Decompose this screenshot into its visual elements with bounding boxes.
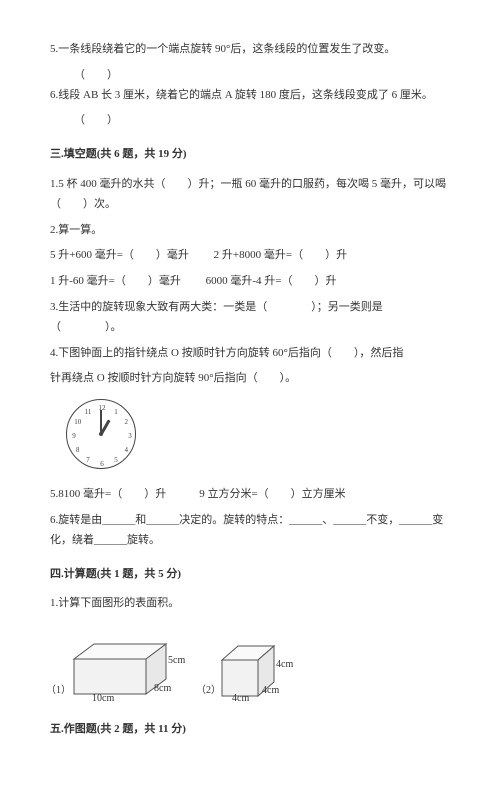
eq1a: 5 升+600 毫升=（ ）毫升 [50,249,189,261]
s3-q2: 2.算一算。 [50,221,450,241]
s3-q4b: 针再绕点 O 按顺时针方向旋转 90°后指向（ ）。 [50,369,450,389]
clock-num-5: 5 [111,454,121,467]
cube-num: （2） [196,682,221,700]
clock-num-12: 12 [97,402,107,415]
cuboid-l: 10cm [92,690,114,708]
section5-title: 五.作图题(共 2 题，共 11 分) [50,720,450,740]
eq1b: 2 升+8000 毫升=（ ）升 [214,249,347,261]
clock-num-9: 9 [69,430,79,443]
clock-num-8: 8 [73,444,83,457]
q5-text: 5.一条线段绕着它的一个端点旋转 90°后，这条线段的位置发生了改变。 [50,40,450,60]
solids-figures: （1） 10cm 8cm 5cm （2） 4cm 4cm 4cm [64,624,450,704]
cuboid-h: 5cm [168,652,185,670]
eq2a: 1 升-60 毫升=（ ）毫升 [50,275,181,287]
cuboid-figure: （1） 10cm 8cm 5cm [64,624,194,704]
cube-a1: 4cm [232,690,249,708]
s3-q5: 5.8100 毫升=（ ）升 9 立方分米=（ ）立方厘米 [50,485,450,505]
section3-title: 三.填空题(共 6 题，共 19 分) [50,145,450,165]
s3-q1: 1.5 杯 400 毫升的水共（ ）升；一瓶 60 毫升的口服药，每次喝 5 毫… [50,175,450,215]
s3-eq-row1: 5 升+600 毫升=（ ）毫升 2 升+8000 毫升=（ ）升 [50,246,450,266]
cuboid-w: 8cm [154,680,171,698]
section4-title: 四.计算题(共 1 题，共 5 分) [50,565,450,585]
clock-num-4: 4 [121,444,131,457]
q6-paren: （ ） [50,111,450,131]
q6-text: 6.线段 AB 长 3 厘米，绕着它的端点 A 旋转 180 度后，这条线段变成… [50,86,450,106]
s3-q3: 3.生活中的旋转现象大致有两大类：一类是（ ）；另一类则是（ ）。 [50,298,450,338]
s4-q1: 1.计算下面图形的表面积。 [50,594,450,614]
clock-num-2: 2 [121,416,131,429]
clock-num-7: 7 [83,454,93,467]
s3-eq-row2: 1 升-60 毫升=（ ）毫升 6000 毫升-4 升=（ ）升 [50,272,450,292]
cuboid-num: （1） [46,682,71,700]
clock-num-1: 1 [111,406,121,419]
clock-center [99,432,103,436]
q5-paren: （ ） [50,66,450,86]
s3-q4a: 4.下图钟面上的指针绕点 O 按顺时针方向旋转 60°后指向（ ），然后指 [50,344,450,364]
clock-figure: 121234567891011 [66,399,136,469]
clock-num-3: 3 [125,430,135,443]
cube-a3: 4cm [276,656,293,674]
s3-q6: 6.旋转是由______和______决定的。旋转的特点：______、____… [50,511,450,551]
clock-num-11: 11 [83,406,93,419]
clock-face: 121234567891011 [66,399,136,469]
cube-figure: （2） 4cm 4cm 4cm [214,634,294,704]
eq2b: 6000 毫升-4 升=（ ）升 [206,275,337,287]
clock-num-6: 6 [97,458,107,471]
cube-a2: 4cm [262,682,279,700]
clock-num-10: 10 [73,416,83,429]
